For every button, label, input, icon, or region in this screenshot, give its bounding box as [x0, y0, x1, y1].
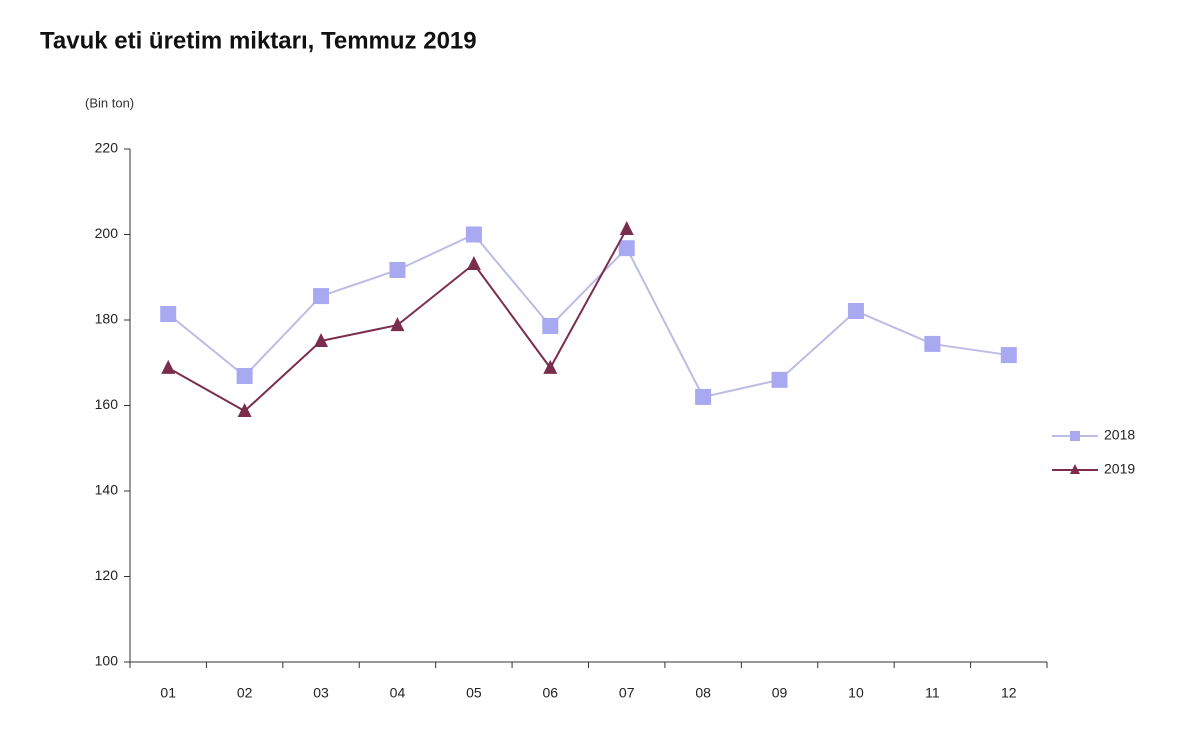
data-point — [160, 306, 177, 323]
data-point — [237, 403, 252, 418]
x-tick-label: 05 — [466, 685, 482, 701]
x-tick-label: 01 — [160, 685, 176, 701]
data-point — [236, 368, 253, 385]
y-tick-label: 120 — [95, 567, 119, 583]
data-point — [542, 317, 559, 334]
data-point — [389, 261, 406, 278]
data-point — [161, 359, 176, 374]
y-tick-label: 140 — [95, 482, 119, 498]
y-tick-label: 180 — [95, 311, 119, 327]
legend-marker — [1070, 431, 1080, 441]
x-tick-label: 12 — [1001, 685, 1017, 701]
x-tick-label: 04 — [390, 685, 406, 701]
data-point — [314, 332, 329, 347]
data-point — [390, 317, 405, 332]
data-point — [695, 388, 712, 405]
x-tick-label: 09 — [772, 685, 788, 701]
chart-title: Tavuk eti üretim miktarı, Temmuz 2019 — [40, 27, 477, 54]
data-point — [619, 220, 634, 235]
x-tick-label: 03 — [313, 685, 329, 701]
x-tick-label: 08 — [695, 685, 711, 701]
data-point — [543, 359, 558, 374]
legend-label: 2018 — [1104, 427, 1135, 443]
x-tick-label: 10 — [848, 685, 864, 701]
legend-label: 2019 — [1104, 461, 1135, 477]
x-tick-label: 06 — [543, 685, 559, 701]
x-tick-label: 11 — [925, 685, 940, 701]
chart-subtitle: (Bin ton) — [85, 95, 134, 110]
data-point — [847, 303, 864, 320]
data-point — [924, 335, 941, 352]
data-point — [465, 226, 482, 243]
legend-marker — [1070, 464, 1080, 474]
y-tick-label: 220 — [95, 140, 119, 156]
y-tick-label: 100 — [95, 653, 119, 669]
data-point — [618, 240, 635, 257]
data-point — [771, 371, 788, 388]
data-point — [466, 255, 481, 270]
series-line — [167, 233, 1009, 399]
data-point — [313, 288, 330, 305]
x-tick-label: 02 — [237, 685, 253, 701]
y-tick-label: 160 — [95, 396, 119, 412]
y-tick-label: 200 — [95, 225, 119, 241]
data-point — [1000, 347, 1017, 364]
x-tick-label: 07 — [619, 685, 635, 701]
